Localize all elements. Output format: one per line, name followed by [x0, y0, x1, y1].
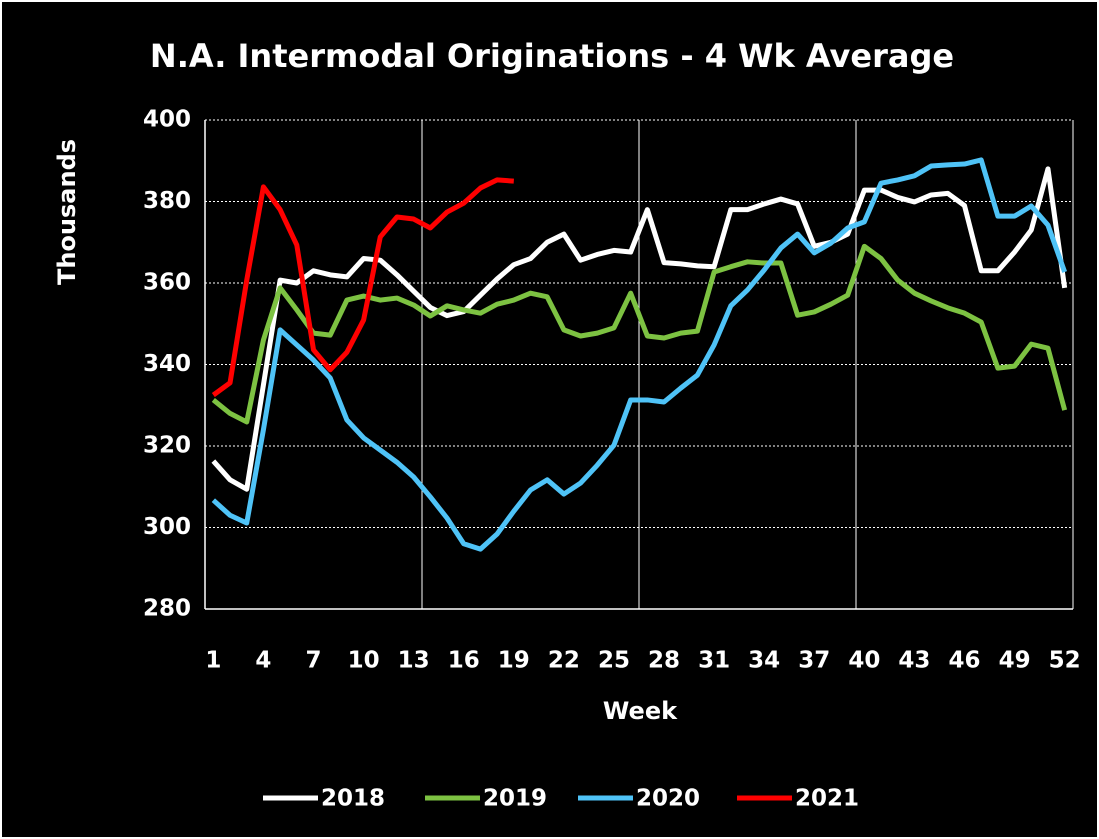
- y-tick-label: 300: [143, 514, 191, 540]
- x-tick-label: 34: [748, 648, 780, 674]
- legend-label: 2020: [636, 786, 700, 812]
- legend-label: 2018: [321, 786, 385, 812]
- x-axis-label: Week: [603, 697, 678, 725]
- x-tick-label: 22: [548, 648, 580, 674]
- series-line: [211, 157, 1068, 552]
- y-tick-label: 360: [143, 270, 191, 296]
- x-tick-label: 43: [898, 648, 930, 674]
- y-tick-label: 320: [143, 433, 191, 459]
- legend-label: 2021: [795, 786, 859, 812]
- x-tick-label: 52: [1049, 648, 1081, 674]
- x-tick-label: 4: [255, 648, 271, 674]
- chart-title: N.A. Intermodal Originations - 4 Wk Aver…: [150, 37, 954, 75]
- x-tick-label: 37: [798, 648, 830, 674]
- x-tick-label: 46: [948, 648, 980, 674]
- x-tick-label: 19: [498, 648, 530, 674]
- y-tick-label: 400: [143, 107, 191, 133]
- series-line: [211, 177, 514, 398]
- x-tick-label: 40: [848, 648, 880, 674]
- legend-label: 2019: [483, 786, 547, 812]
- y-axis-label: Thousands: [53, 139, 81, 285]
- x-tick-label: 28: [648, 648, 680, 674]
- y-tick-label: 280: [143, 596, 191, 622]
- x-tick-label: 10: [348, 648, 380, 674]
- x-tick-label: 16: [448, 648, 480, 674]
- series-line: [211, 166, 1068, 492]
- x-tick-label: 7: [305, 648, 321, 674]
- x-tick-label: 25: [598, 648, 630, 674]
- series-line: [211, 243, 1068, 425]
- x-tick-label: 31: [698, 648, 730, 674]
- x-tick-label: 1: [205, 648, 221, 674]
- x-tick-label: 13: [398, 648, 430, 674]
- y-tick-label: 380: [143, 188, 191, 214]
- x-tick-label: 49: [999, 648, 1031, 674]
- y-tick-label: 340: [143, 351, 191, 377]
